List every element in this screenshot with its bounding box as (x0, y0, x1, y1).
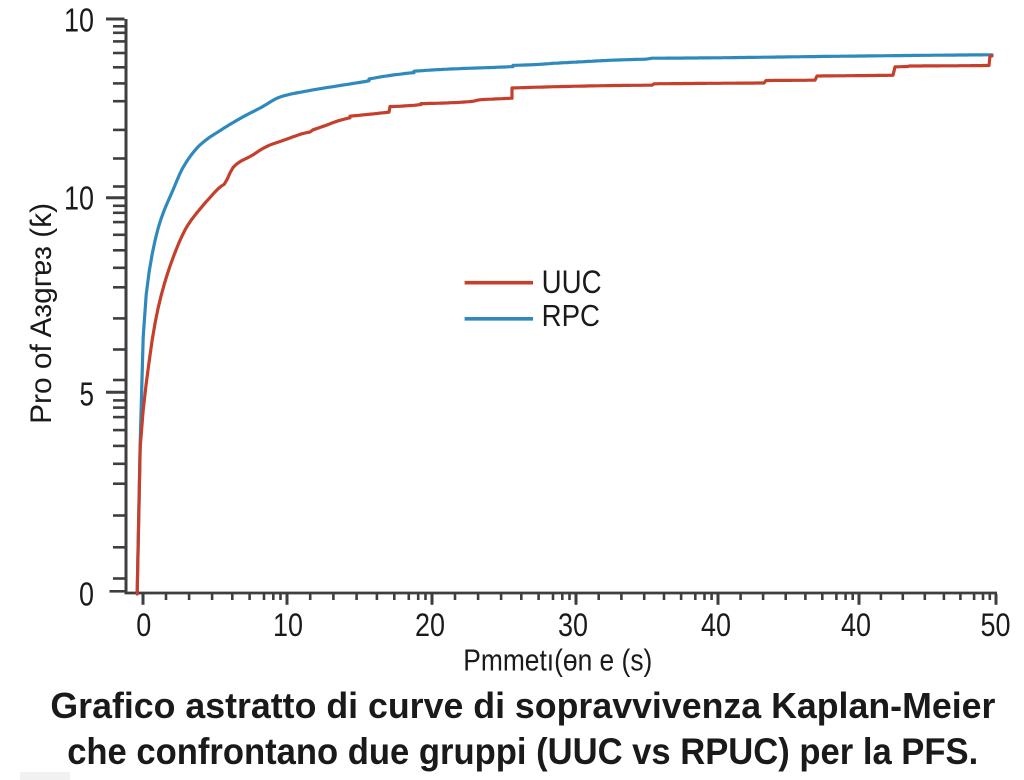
svg-text:Grafico astratto di curve di s: Grafico astratto di curve di sopravviven… (50, 685, 995, 726)
svg-text:20: 20 (415, 607, 445, 643)
svg-text:0: 0 (136, 607, 151, 643)
svg-text:10: 10 (64, 2, 94, 39)
svg-text:10: 10 (64, 179, 94, 216)
svg-text:che confrontano due gruppi (UU: che confrontano due gruppi (UUC vs RPUC)… (67, 731, 978, 772)
svg-text:RPC: RPC (542, 298, 600, 333)
svg-text:30: 30 (558, 607, 588, 643)
svg-text:UUC: UUC (542, 264, 602, 300)
svg-text:40: 40 (701, 607, 731, 643)
svg-text:5: 5 (80, 376, 95, 413)
svg-text:40: 40 (841, 607, 871, 643)
svg-text:0: 0 (79, 576, 94, 613)
svg-text:Pmmetı(өn e (s): Pmmetı(өn e (s) (463, 643, 652, 678)
svg-text:10: 10 (273, 607, 303, 643)
svg-text:50: 50 (981, 607, 1011, 643)
svg-text:Pro of Aɜgгɐɜ (ƙ): Pro of Aɜgгɐɜ (ƙ) (25, 203, 58, 424)
